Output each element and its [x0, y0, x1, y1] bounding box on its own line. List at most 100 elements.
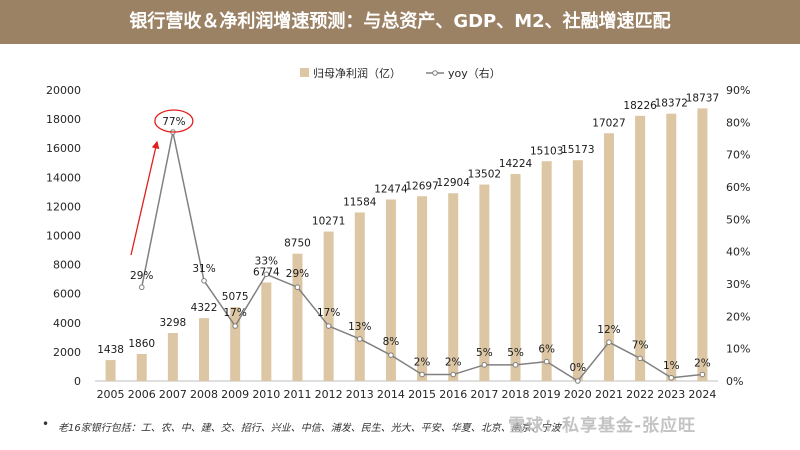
yoy-point [138, 284, 145, 291]
x-tick-label: 2022 [626, 388, 654, 401]
y-left-tick-label: 14000 [46, 171, 81, 184]
yoy-point [325, 323, 332, 329]
bar-value-label: 18372 [655, 98, 688, 110]
bar [323, 231, 334, 381]
watermark: 雪球：私享基金-张应旺 [508, 416, 697, 436]
x-tick-label: 2011 [283, 388, 311, 401]
bar-series [105, 108, 708, 381]
yoy-point [419, 371, 425, 378]
bar-value-label: 11584 [343, 196, 377, 208]
y-right-tick-label: 90% [726, 84, 750, 97]
y-right-tick-label: 80% [726, 116, 750, 129]
bar-value-label: 12904 [437, 177, 471, 189]
bar-value-label: 18737 [686, 92, 719, 104]
bar-value-label: 12474 [374, 184, 408, 196]
annotation: 77% [130, 109, 194, 256]
yoy-point [388, 352, 394, 358]
x-tick-label: 2019 [533, 388, 561, 401]
yoy-value-label: 5% [476, 347, 493, 359]
highlight-ellipse [154, 109, 194, 133]
yoy-value-label: 1% [663, 360, 680, 372]
bar [167, 333, 178, 381]
y-left-tick-label: 18000 [46, 113, 81, 126]
footnote-bullet-icon: • [42, 417, 50, 431]
x-tick-label: 2013 [346, 388, 374, 401]
bar [510, 174, 521, 381]
x-tick-label: 2024 [688, 388, 716, 401]
yoy-value-label: 13% [348, 321, 371, 333]
x-tick-label: 2012 [315, 388, 343, 401]
bar [541, 161, 552, 381]
yoy-value-label: 6% [538, 344, 555, 356]
yoy-value-label: 2% [414, 357, 431, 369]
yoy-value-label: 31% [192, 263, 215, 275]
y-right-tick-label: 60% [726, 181, 750, 194]
y-left-tick-label: 0 [74, 375, 81, 388]
yoy-value-label: 29% [286, 268, 309, 280]
page-title: 银行营收＆净利润增速预测：与总资产、GDP、M2、社融增速匹配 [129, 11, 671, 32]
yoy-value-label: 5% [507, 347, 524, 359]
bar-value-label: 1438 [97, 344, 124, 356]
legend-line-label: yoy（右） [448, 66, 501, 80]
bar [385, 199, 396, 381]
bar [603, 133, 614, 381]
yoy-point [668, 374, 675, 381]
y-left-tick-label: 10000 [46, 230, 81, 243]
x-tick-label: 2015 [408, 388, 436, 401]
bar [417, 196, 428, 381]
x-tick-label: 2014 [377, 388, 405, 401]
x-tick-label: 2005 [97, 388, 125, 401]
bar [136, 353, 147, 381]
yoy-point [263, 271, 270, 278]
yoy-point [481, 362, 488, 368]
yoy-point [356, 336, 363, 342]
title-bar [0, 0, 800, 44]
bar-value-label: 1860 [128, 338, 155, 350]
bar [448, 193, 459, 381]
bar [105, 360, 116, 381]
highlight-label: 77% [162, 116, 185, 128]
x-tick-label: 2023 [657, 388, 685, 401]
x-tick-label: 2006 [128, 388, 156, 401]
bar [354, 212, 365, 381]
chart: 归母净利润（亿） yoy（右） 0 2000 4000 6000 8000 10000 120… [46, 66, 750, 401]
bar-value-label: 17027 [592, 117, 625, 129]
bar-value-label: 6774 [253, 266, 280, 278]
yoy-value-label: 33% [255, 255, 278, 267]
yoy-value-label: 29% [130, 270, 153, 282]
footnote: 老16家银行包括：工、农、中、建、交、招行、兴业、中信、浦发、民生、光大、平安、… [58, 423, 561, 434]
yoy-point [294, 284, 301, 291]
y-left-tick-label: 6000 [53, 288, 81, 301]
bar [572, 160, 583, 381]
yoy-value-label: 2% [694, 358, 711, 370]
yoy-point [232, 323, 238, 329]
yoy-point [606, 339, 612, 346]
y-right-tick-label: 50% [726, 213, 750, 226]
y-left-tick-label: 8000 [53, 259, 81, 272]
yoy-point [543, 358, 550, 365]
bar-value-label: 15173 [561, 144, 594, 156]
bar-value-label: 4322 [191, 302, 218, 314]
bar-value-label: 5075 [222, 291, 249, 303]
data-labels: 1438186032984322507567748750102711158412… [97, 92, 719, 374]
yoy-value-label: 2% [445, 357, 462, 369]
y-left-tick-label: 12000 [46, 200, 81, 213]
yoy-point [575, 378, 581, 384]
bar [230, 307, 241, 381]
x-tick-label: 2010 [252, 388, 280, 401]
x-tick-label: 2017 [470, 388, 498, 401]
x-tick-label: 2020 [564, 388, 592, 401]
bar [697, 108, 708, 381]
y-right-tick-label: 40% [726, 246, 750, 259]
bar-value-label: 3298 [160, 317, 187, 329]
y-right-tick-label: 30% [726, 278, 750, 291]
yoy-value-label: 12% [597, 324, 620, 336]
bar [666, 113, 677, 381]
x-tick-label: 2007 [159, 388, 187, 401]
x-tick-label: 2018 [502, 388, 530, 401]
line-series [138, 129, 706, 384]
legend-line-marker [432, 70, 438, 76]
legend-bar-swatch [300, 68, 309, 77]
bar [292, 253, 303, 381]
y-left-tick-label: 16000 [46, 142, 81, 155]
